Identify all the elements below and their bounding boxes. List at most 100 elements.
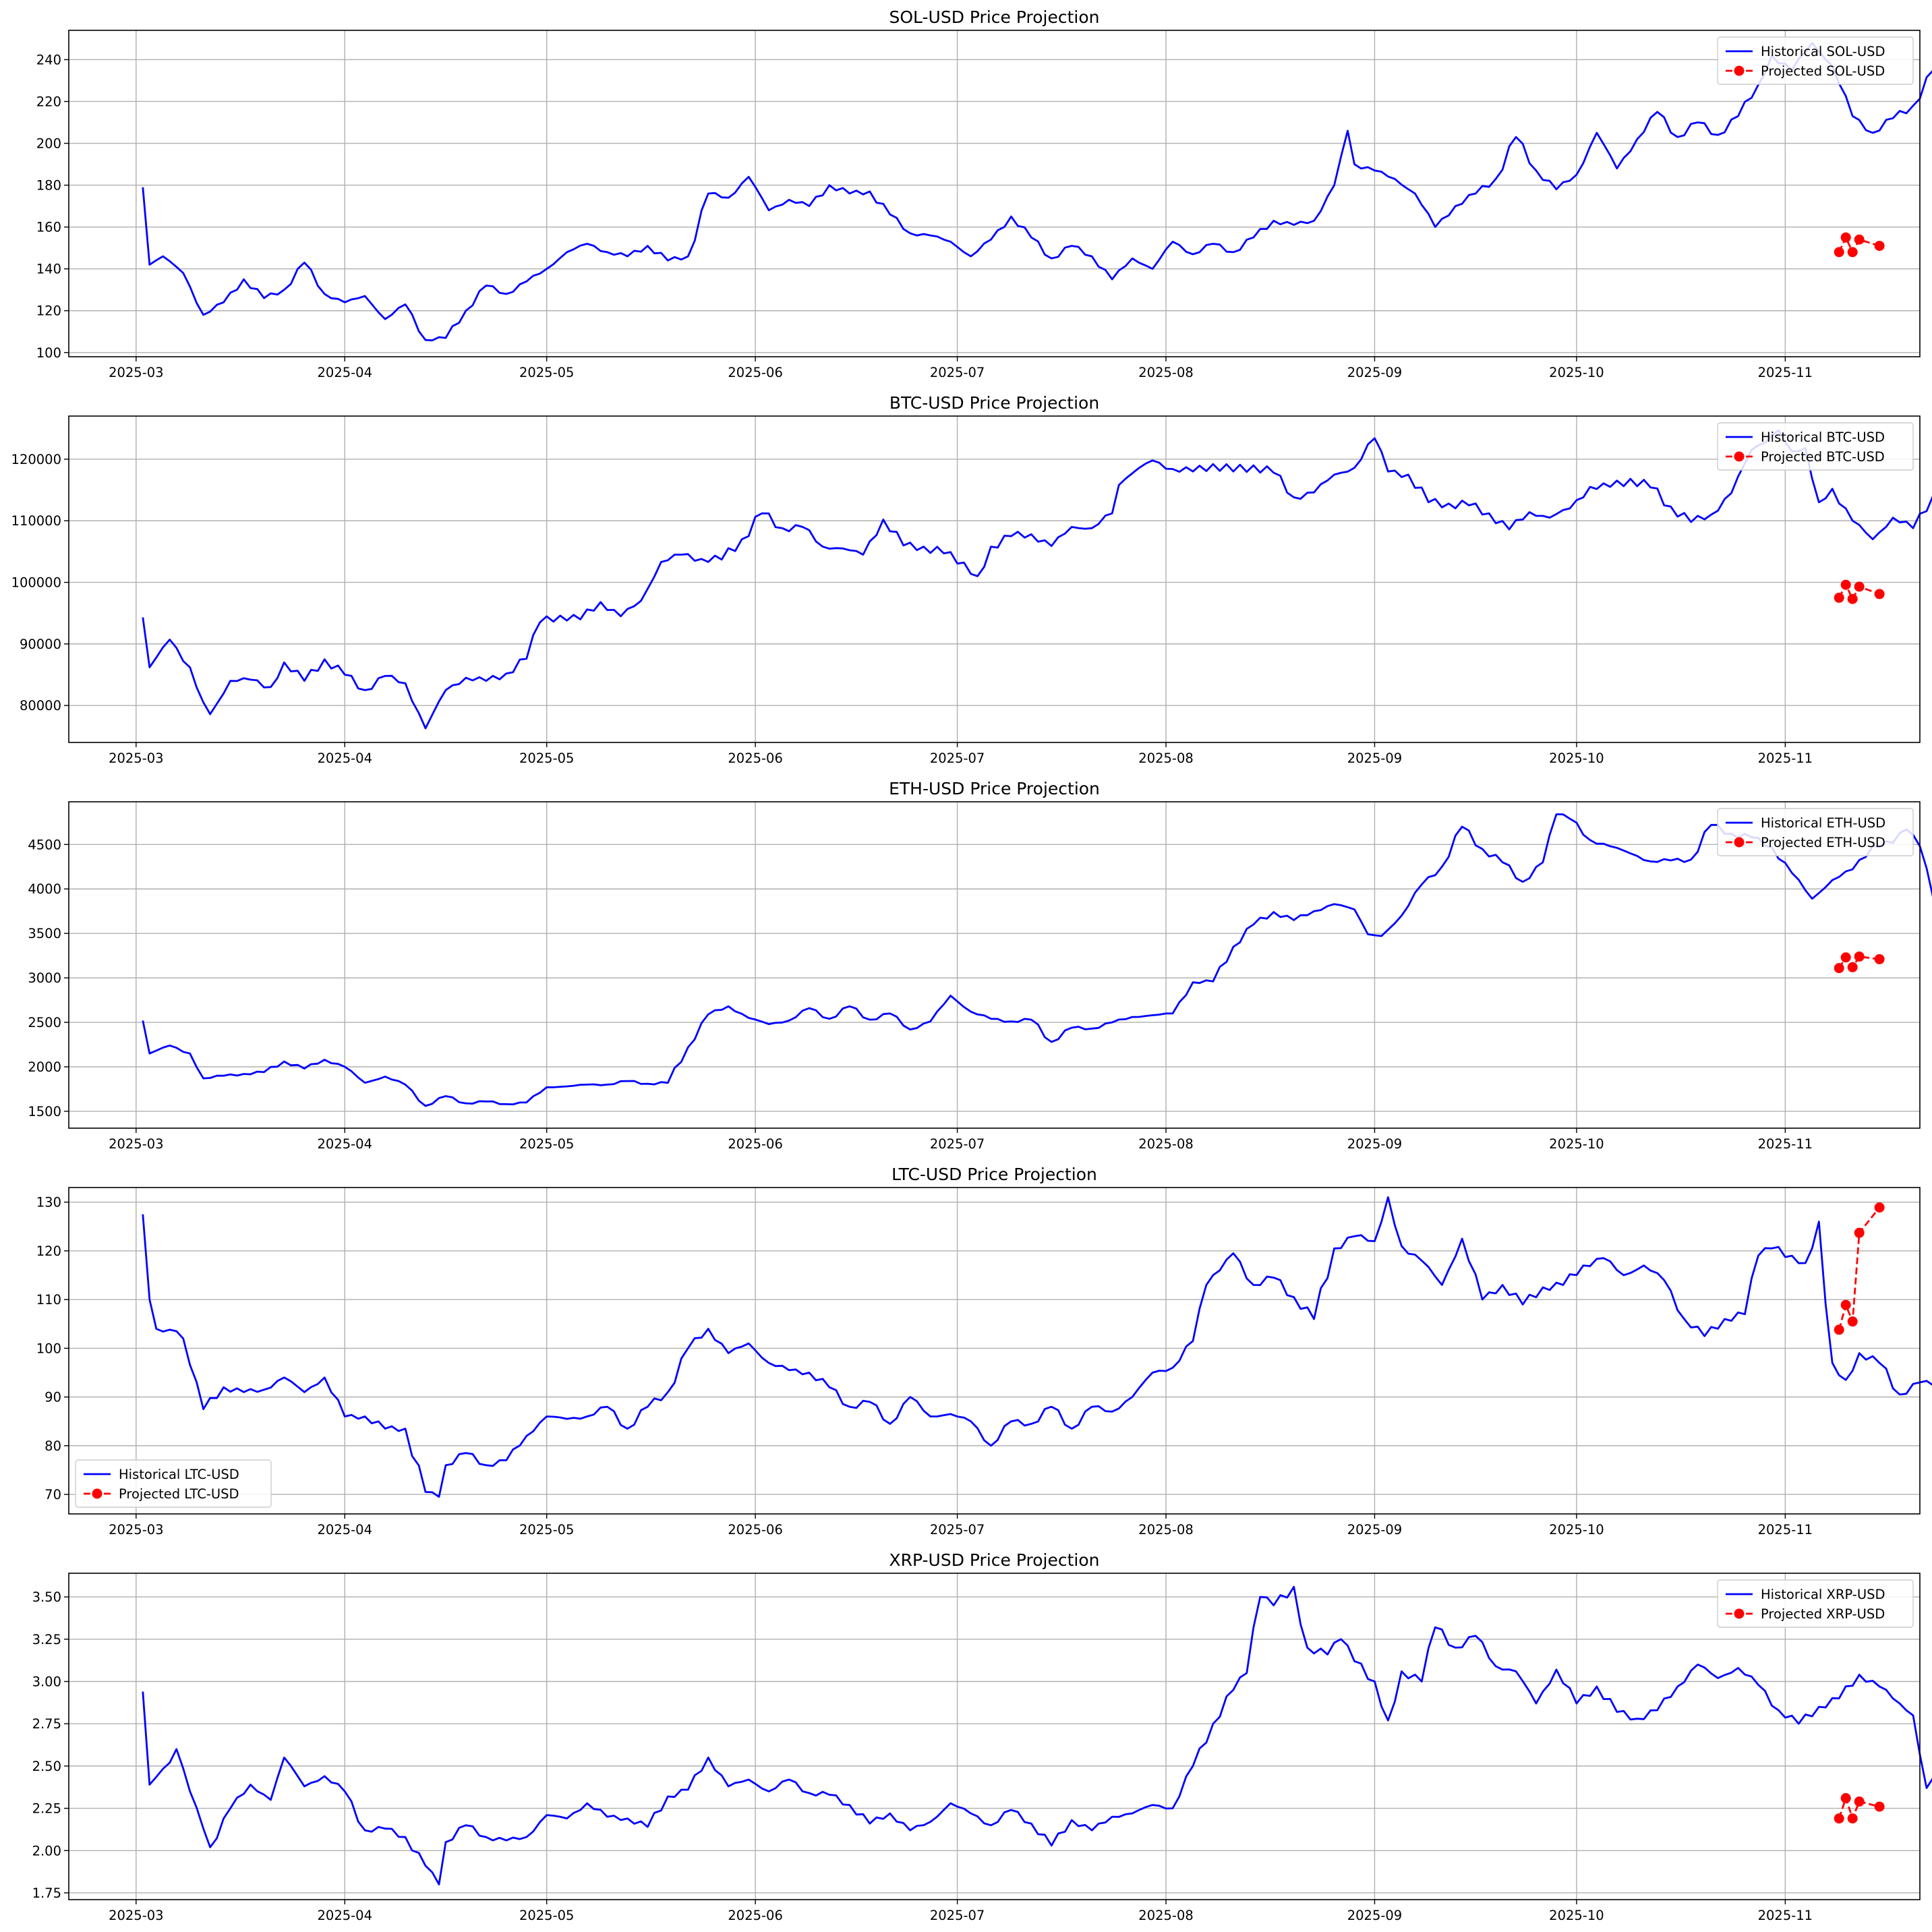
projected-point — [1834, 963, 1844, 974]
legend-marker-projected — [1734, 837, 1745, 848]
x-tick-label: 2025-05 — [519, 1908, 574, 1923]
projected-point — [1840, 1793, 1851, 1804]
projected-point — [1854, 581, 1865, 592]
chart-panel: LTC-USD Price Projection 2025-03 2025-04 20… — [36, 1165, 1932, 1538]
legend-label-projected: Projected XRP-USD — [1761, 1606, 1885, 1622]
x-tick-label: 2025-11 — [1758, 751, 1813, 766]
chart-title: XRP-USD Price Projection — [889, 1550, 1100, 1570]
y-tick-label: 1.75 — [32, 1885, 61, 1901]
legend-marker-projected — [1734, 1608, 1745, 1619]
legend: Historical ETH-USD Projected ETH-USD — [1717, 808, 1914, 856]
x-tick-label: 2025-09 — [1347, 751, 1402, 766]
projected-point — [1847, 1316, 1858, 1327]
projected-point — [1874, 1202, 1885, 1213]
x-tick-label: 2025-08 — [1138, 751, 1193, 766]
x-tick-label: 2025-11 — [1758, 1522, 1813, 1538]
historical-series-line — [142, 813, 1932, 1107]
legend-label-historical: Historical ETH-USD — [1761, 815, 1885, 831]
legend-label-historical: Historical LTC-USD — [119, 1467, 239, 1482]
x-tick-label: 2025-09 — [1347, 365, 1402, 380]
y-tick-label: 120000 — [11, 452, 61, 467]
x-tick-label: 2025-10 — [1549, 365, 1604, 380]
y-tick-label: 80000 — [20, 698, 61, 713]
y-tick-label: 2.75 — [32, 1716, 61, 1732]
historical-series-line — [142, 429, 1932, 730]
projected-point — [1834, 592, 1844, 603]
historical-series-line — [142, 1585, 1932, 1885]
legend-label-projected: Projected SOL-USD — [1761, 63, 1885, 79]
legend-label-projected: Projected LTC-USD — [119, 1486, 239, 1502]
y-tick-label: 90 — [45, 1390, 61, 1405]
x-tick-label: 2025-10 — [1549, 1136, 1604, 1152]
projected-point — [1834, 247, 1844, 258]
projected-point — [1874, 589, 1885, 599]
y-tick-label: 70 — [45, 1487, 61, 1502]
x-tick-label: 2025-04 — [318, 1136, 372, 1152]
y-tick-label: 120 — [36, 1243, 61, 1259]
x-tick-label: 2025-06 — [728, 1136, 782, 1152]
x-tick-label: 2025-09 — [1347, 1908, 1402, 1923]
chart-panel: ETH-USD Price Projection 2025-03 2025-04 20… — [28, 779, 1932, 1152]
x-tick-label: 2025-04 — [318, 365, 372, 380]
x-tick-label: 2025-07 — [930, 751, 985, 766]
legend-marker-projected — [92, 1488, 103, 1499]
chart-title: LTC-USD Price Projection — [891, 1165, 1097, 1184]
y-tick-label: 2500 — [28, 1015, 61, 1030]
projected-point — [1847, 247, 1858, 258]
y-tick-label: 3.25 — [32, 1632, 61, 1647]
x-tick-label: 2025-04 — [318, 1522, 372, 1538]
legend-label-projected: Projected ETH-USD — [1761, 835, 1885, 850]
x-tick-label: 2025-08 — [1138, 1908, 1193, 1923]
x-tick-label: 2025-07 — [930, 365, 985, 380]
projected-point — [1854, 234, 1865, 245]
legend-box — [1717, 1579, 1914, 1628]
projected-series-line — [1838, 583, 1880, 602]
chart-panel: SOL-USD Price Projection 2025-03 2025-04 20… — [36, 7, 1932, 380]
y-tick-label: 100 — [36, 345, 61, 361]
x-tick-label: 2025-03 — [109, 1522, 163, 1538]
chart-title: SOL-USD Price Projection — [889, 7, 1100, 27]
x-tick-label: 2025-11 — [1758, 1908, 1813, 1923]
y-tick-label: 80 — [45, 1438, 61, 1454]
axes-frame — [68, 30, 1921, 357]
x-tick-label: 2025-06 — [728, 1908, 782, 1923]
y-tick-label: 4000 — [28, 881, 61, 897]
legend-label-projected: Projected BTC-USD — [1761, 449, 1885, 465]
x-tick-label: 2025-05 — [519, 1136, 574, 1152]
y-tick-label: 220 — [36, 94, 61, 109]
axes-frame — [68, 415, 1921, 743]
projected-point — [1840, 232, 1851, 243]
projected-point — [1854, 951, 1865, 962]
legend-marker-projected — [1734, 65, 1745, 76]
y-tick-label: 160 — [36, 220, 61, 235]
x-tick-label: 2025-08 — [1138, 365, 1193, 380]
projected-point — [1847, 1813, 1858, 1824]
projected-point — [1854, 1227, 1865, 1238]
x-tick-label: 2025-07 — [930, 1908, 985, 1923]
legend-label-historical: Historical SOL-USD — [1761, 44, 1885, 59]
projected-point — [1854, 1796, 1865, 1807]
legend-label-historical: Historical BTC-USD — [1761, 430, 1885, 445]
projected-point — [1874, 241, 1885, 252]
legend: Historical XRP-USD Projected XRP-USD — [1717, 1579, 1914, 1628]
y-tick-label: 100 — [36, 1341, 61, 1356]
axes-frame — [68, 1187, 1921, 1515]
projected-point — [1840, 1299, 1851, 1310]
x-tick-label: 2025-05 — [519, 751, 574, 766]
x-tick-label: 2025-07 — [930, 1522, 985, 1538]
x-tick-label: 2025-10 — [1549, 751, 1604, 766]
x-tick-label: 2025-04 — [318, 751, 372, 766]
projected-point — [1847, 962, 1858, 972]
x-tick-label: 2025-10 — [1549, 1522, 1604, 1538]
y-tick-label: 2.50 — [32, 1759, 61, 1774]
chart-panel: XRP-USD Price Projection 2025-03 2025-04 20… — [32, 1550, 1932, 1923]
x-tick-label: 2025-09 — [1347, 1522, 1402, 1538]
chart-title: BTC-USD Price Projection — [889, 393, 1099, 413]
y-tick-label: 110 — [36, 1292, 61, 1308]
legend: Historical LTC-USD Projected LTC-USD — [75, 1459, 272, 1508]
x-tick-label: 2025-06 — [728, 1522, 782, 1538]
projected-series-line — [1838, 1206, 1881, 1330]
x-tick-label: 2025-03 — [109, 1908, 163, 1923]
y-tick-label: 120 — [36, 303, 61, 319]
